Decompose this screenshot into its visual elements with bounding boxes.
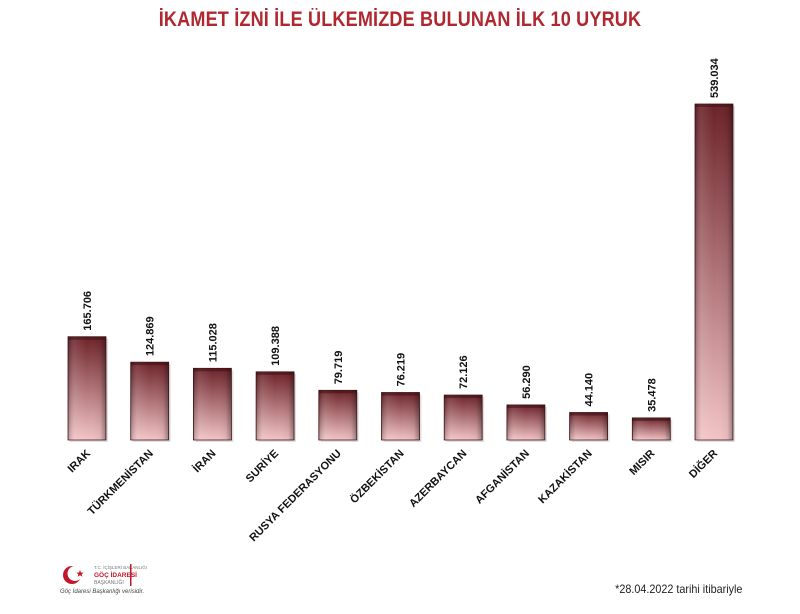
bar-2 — [130, 361, 171, 442]
value-label-6: 76.219 — [396, 353, 408, 387]
logo-top-text: T.C. İÇİŞLERİ BAKANLIĞI — [94, 564, 147, 570]
category-label-7: AZERBAYCAN — [407, 448, 469, 510]
value-label-5: 79.719 — [333, 351, 345, 385]
chart-title: İKAMET İZNİ İLE ÜLKEMİZDE BULUNAN İLK 10… — [158, 8, 642, 31]
category-label-8: AFGANİSTAN — [472, 447, 532, 507]
footnote: *28.04.2022 tarihi itibariyle — [614, 582, 742, 596]
bar-10 — [631, 417, 673, 442]
bar-8 — [506, 404, 547, 442]
bar-4 — [255, 371, 297, 442]
bar-9 — [569, 412, 610, 442]
bar-3 — [192, 367, 234, 442]
value-label-2: 124.869 — [145, 316, 157, 356]
bar-7 — [443, 394, 485, 442]
value-label-10: 35.478 — [646, 378, 658, 412]
category-label-10: MISIR — [627, 448, 657, 478]
value-label-9: 44.140 — [584, 373, 596, 407]
logo-caption: Göç İdaresi Başkanlığı verisidir. — [60, 589, 145, 595]
goc-idaresi-logo: T.C. İÇİŞLERİ BAKANLIĞI GÖÇ İDARESİ BAŞK… — [63, 564, 147, 586]
category-label-9: KAZAKİSTAN — [536, 447, 595, 506]
value-label-11: 539.034 — [709, 57, 721, 98]
value-label-7: 72.126 — [458, 355, 470, 389]
bar-1 — [67, 336, 108, 442]
value-label-3: 115.028 — [207, 323, 219, 362]
value-label-1: 165.706 — [82, 291, 94, 331]
value-label-8: 56.290 — [521, 365, 533, 399]
category-label-3: İRAN — [190, 447, 218, 475]
category-label-4: SURİYE — [243, 447, 281, 485]
category-label-1: IRAK — [66, 448, 94, 476]
bar-5 — [318, 389, 359, 442]
category-label-6: ÖZBEKİSTAN — [347, 447, 406, 506]
value-label-4: 109.388 — [270, 326, 282, 366]
logo-name-line2: BAŞKANLIĞI — [94, 579, 124, 586]
category-label-2: TÜRKMENİSTAN — [85, 447, 156, 518]
bar-11 — [694, 103, 735, 442]
bar-6 — [381, 392, 422, 442]
logo-name-line1: GÖÇ İDARESİ — [94, 570, 137, 579]
category-label-11: DİĞER — [686, 447, 720, 481]
